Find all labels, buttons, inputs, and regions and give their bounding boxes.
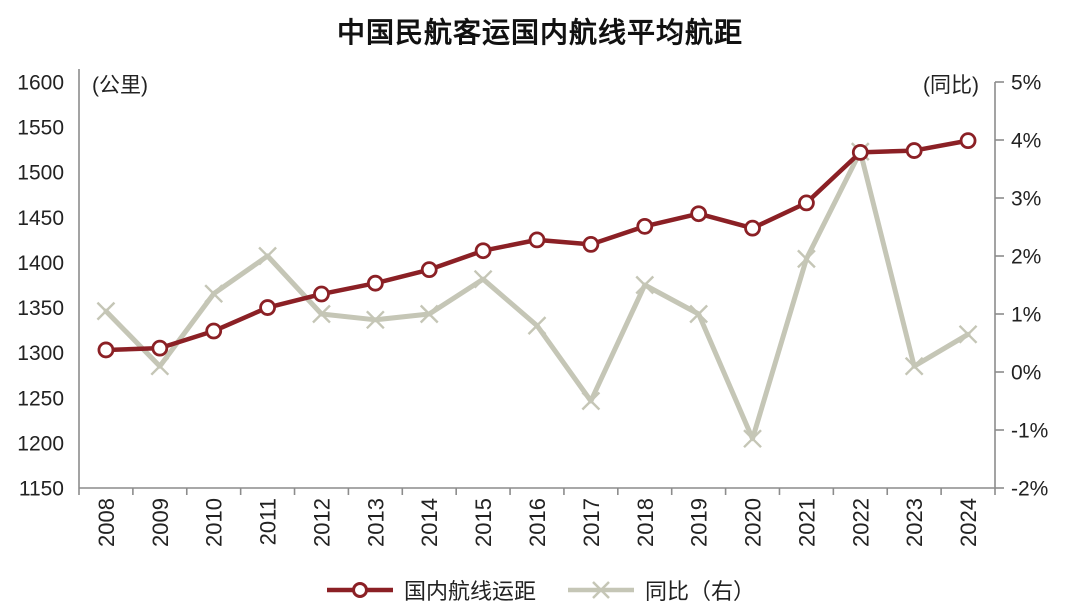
chart-legend: 国内航线运距 同比（右） xyxy=(0,574,1080,606)
chart-title: 中国民航客运国内航线平均航距 xyxy=(336,17,743,48)
right-axis-unit-label: (同比) xyxy=(923,74,979,97)
svg-text:2011: 2011 xyxy=(256,498,281,545)
svg-text:2017: 2017 xyxy=(579,498,604,547)
svg-text:2021: 2021 xyxy=(794,498,819,547)
legend-label-yoy: 同比（右） xyxy=(645,579,756,604)
svg-text:2015: 2015 xyxy=(471,498,496,547)
svg-text:1200: 1200 xyxy=(17,432,64,455)
svg-text:1600: 1600 xyxy=(17,72,64,95)
svg-text:2016: 2016 xyxy=(525,498,550,547)
svg-text:1300: 1300 xyxy=(17,342,64,365)
legend-label-distance: 国内航线运距 xyxy=(403,579,536,604)
svg-text:2019: 2019 xyxy=(687,498,712,547)
svg-text:2023: 2023 xyxy=(902,498,927,547)
legend-item-yoy: 同比（右） xyxy=(566,574,755,606)
svg-text:2024: 2024 xyxy=(956,498,981,547)
svg-text:-2%: -2% xyxy=(1011,478,1048,501)
svg-text:2014: 2014 xyxy=(417,498,442,547)
svg-text:0%: 0% xyxy=(1011,362,1041,385)
svg-text:1150: 1150 xyxy=(19,478,64,501)
legend-line-x-marker xyxy=(568,581,634,599)
axes xyxy=(78,69,1004,495)
svg-text:3%: 3% xyxy=(1011,188,1041,211)
svg-text:2013: 2013 xyxy=(363,498,388,547)
svg-text:2018: 2018 xyxy=(633,498,658,547)
svg-text:2009: 2009 xyxy=(148,498,173,547)
svg-text:1450: 1450 xyxy=(17,207,64,230)
left-axis-unit-label: (公里) xyxy=(92,74,148,97)
svg-text:2010: 2010 xyxy=(202,498,227,547)
svg-text:1400: 1400 xyxy=(17,252,64,275)
svg-text:1350: 1350 xyxy=(17,297,64,320)
svg-text:5%: 5% xyxy=(1011,72,1041,95)
legend-line-circle-marker xyxy=(326,582,393,598)
svg-text:2008: 2008 xyxy=(94,498,119,547)
svg-text:1500: 1500 xyxy=(17,162,64,185)
axis-tick-labels: 1600 1550 1500 1450 1400 1350 1300 1250 1200 1150… xyxy=(17,72,1048,501)
svg-text:2%: 2% xyxy=(1011,246,1041,269)
svg-text:2022: 2022 xyxy=(848,498,873,547)
svg-text:1550: 1550 xyxy=(17,117,64,140)
svg-text:2020: 2020 xyxy=(741,498,766,547)
svg-text:4%: 4% xyxy=(1011,130,1041,153)
svg-text:-1%: -1% xyxy=(1011,420,1048,443)
svg-text:2012: 2012 xyxy=(309,498,334,547)
svg-text:1%: 1% xyxy=(1011,304,1041,327)
legend-item-distance: 国内航线运距 xyxy=(325,574,536,606)
series-distance xyxy=(97,132,977,359)
x-axis-labels: 2008 2009 2010 2011 2012 2013 2014 2015 2016 2017… xyxy=(94,498,981,547)
series-yoy xyxy=(96,142,978,449)
svg-text:1250: 1250 xyxy=(17,387,64,410)
